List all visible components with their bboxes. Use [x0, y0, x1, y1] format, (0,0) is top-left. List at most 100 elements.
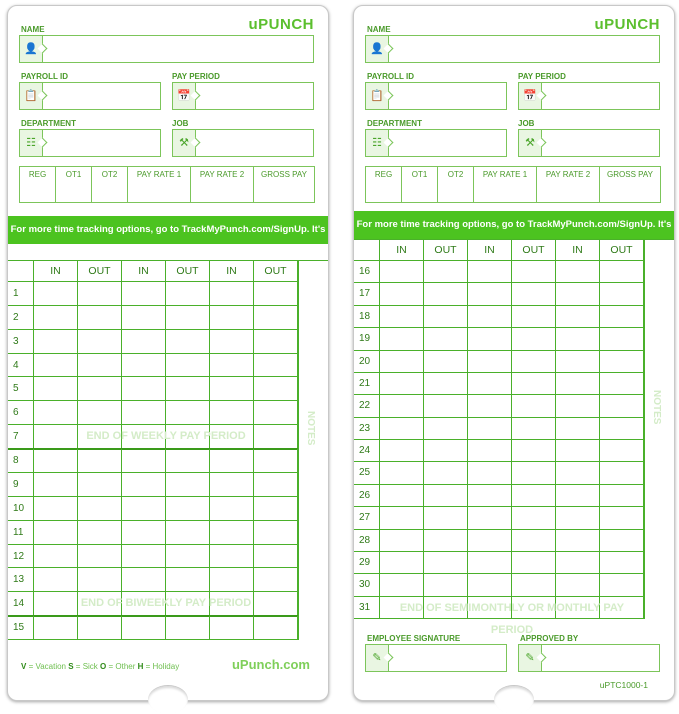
time-entry-cell[interactable] — [468, 440, 512, 463]
time-entry-cell[interactable] — [600, 484, 644, 508]
time-entry-cell[interactable] — [380, 574, 424, 597]
time-entry-cell[interactable] — [600, 395, 644, 418]
time-entry-cell[interactable] — [600, 507, 644, 530]
time-entry-cell[interactable] — [122, 520, 166, 545]
time-entry-cell[interactable] — [254, 568, 298, 593]
time-entry-cell[interactable] — [166, 353, 210, 378]
time-entry-cell[interactable] — [210, 377, 254, 402]
summary-col-ot2[interactable]: OT2 — [92, 167, 128, 202]
time-entry-cell[interactable] — [122, 472, 166, 497]
time-entry-cell[interactable] — [254, 401, 298, 426]
time-entry-cell[interactable] — [254, 282, 298, 306]
time-entry-cell[interactable] — [512, 574, 556, 597]
time-entry-cell[interactable] — [210, 401, 254, 426]
time-entry-cell[interactable] — [424, 596, 468, 619]
time-entry-cell[interactable] — [556, 596, 600, 619]
time-entry-cell[interactable] — [556, 440, 600, 463]
summary-col-gross-pay[interactable]: GROSS PAY — [607, 170, 653, 179]
time-entry-cell[interactable] — [122, 592, 166, 617]
time-entry-cell[interactable] — [600, 328, 644, 351]
time-entry-cell[interactable] — [512, 417, 556, 440]
time-entry-cell[interactable] — [380, 328, 424, 351]
time-entry-cell[interactable] — [468, 395, 512, 418]
time-entry-cell[interactable] — [166, 472, 210, 497]
time-entry-cell[interactable] — [210, 592, 254, 617]
time-entry-cell[interactable] — [600, 529, 644, 552]
time-entry-cell[interactable] — [166, 329, 210, 354]
time-entry-cell[interactable] — [254, 616, 298, 640]
approved-by-field[interactable]: ✎ — [518, 644, 660, 672]
time-entry-cell[interactable] — [34, 616, 78, 640]
time-entry-cell[interactable] — [512, 551, 556, 575]
time-entry-cell[interactable] — [380, 350, 424, 373]
time-entry-cell[interactable] — [34, 592, 78, 617]
time-entry-cell[interactable] — [78, 353, 122, 378]
time-entry-cell[interactable] — [122, 377, 166, 402]
time-entry-cell[interactable] — [600, 283, 644, 306]
job-field[interactable]: ⚒ — [172, 129, 314, 157]
time-entry-cell[interactable] — [512, 328, 556, 351]
time-entry-cell[interactable] — [424, 462, 468, 485]
summary-col-ot1[interactable]: OT1 — [402, 167, 438, 202]
time-entry-cell[interactable] — [512, 261, 556, 284]
time-entry-cell[interactable] — [380, 551, 424, 575]
time-entry-cell[interactable] — [512, 507, 556, 530]
time-entry-cell[interactable] — [210, 449, 254, 473]
time-entry-cell[interactable] — [556, 328, 600, 351]
summary-col-pay-rate-2[interactable]: PAY RATE 2 — [537, 167, 600, 202]
time-entry-cell[interactable] — [380, 417, 424, 440]
time-entry-cell[interactable] — [380, 529, 424, 552]
time-entry-cell[interactable] — [468, 507, 512, 530]
time-entry-cell[interactable] — [468, 261, 512, 284]
time-entry-cell[interactable] — [380, 283, 424, 306]
time-entry-cell[interactable] — [556, 529, 600, 552]
time-entry-cell[interactable] — [78, 401, 122, 426]
time-entry-cell[interactable] — [122, 449, 166, 473]
time-entry-cell[interactable] — [78, 329, 122, 354]
time-entry-cell[interactable] — [600, 551, 644, 575]
time-entry-cell[interactable] — [556, 283, 600, 306]
time-entry-cell[interactable] — [512, 529, 556, 552]
time-entry-cell[interactable] — [424, 283, 468, 306]
time-entry-cell[interactable] — [254, 592, 298, 617]
time-entry-cell[interactable] — [210, 425, 254, 450]
time-entry-cell[interactable] — [78, 377, 122, 402]
time-entry-cell[interactable] — [166, 401, 210, 426]
time-entry-cell[interactable] — [34, 544, 78, 569]
time-entry-cell[interactable] — [34, 282, 78, 306]
time-entry-cell[interactable] — [424, 350, 468, 373]
time-entry-cell[interactable] — [380, 462, 424, 485]
time-entry-cell[interactable] — [424, 261, 468, 284]
time-entry-cell[interactable] — [556, 574, 600, 597]
time-entry-cell[interactable] — [512, 350, 556, 373]
pay-period-field[interactable]: 📅 — [518, 82, 660, 110]
time-entry-cell[interactable] — [254, 449, 298, 473]
summary-col-gross-pay[interactable]: GROSS PAY — [261, 170, 307, 179]
name-field[interactable]: 👤 — [365, 35, 660, 63]
time-entry-cell[interactable] — [78, 568, 122, 593]
time-entry-cell[interactable] — [424, 484, 468, 508]
summary-col-reg[interactable]: REG — [366, 167, 402, 202]
time-entry-cell[interactable] — [424, 440, 468, 463]
payroll-id-field[interactable]: 📋 — [365, 82, 507, 110]
time-entry-cell[interactable] — [556, 507, 600, 530]
time-entry-cell[interactable] — [380, 507, 424, 530]
time-entry-cell[interactable] — [380, 261, 424, 284]
time-entry-cell[interactable] — [254, 520, 298, 545]
time-entry-cell[interactable] — [78, 496, 122, 521]
time-entry-cell[interactable] — [600, 372, 644, 396]
time-entry-cell[interactable] — [210, 353, 254, 378]
name-field[interactable]: 👤 — [19, 35, 314, 63]
time-entry-cell[interactable] — [122, 544, 166, 569]
time-entry-cell[interactable] — [424, 328, 468, 351]
time-entry-cell[interactable] — [468, 283, 512, 306]
time-entry-cell[interactable] — [254, 472, 298, 497]
time-entry-cell[interactable] — [424, 529, 468, 552]
time-entry-cell[interactable] — [122, 401, 166, 426]
time-entry-cell[interactable] — [210, 616, 254, 640]
payroll-id-field[interactable]: 📋 — [19, 82, 161, 110]
summary-col-ot1[interactable]: OT1 — [56, 167, 92, 202]
time-entry-cell[interactable] — [254, 353, 298, 378]
time-entry-cell[interactable] — [512, 596, 556, 619]
time-entry-cell[interactable] — [210, 472, 254, 497]
